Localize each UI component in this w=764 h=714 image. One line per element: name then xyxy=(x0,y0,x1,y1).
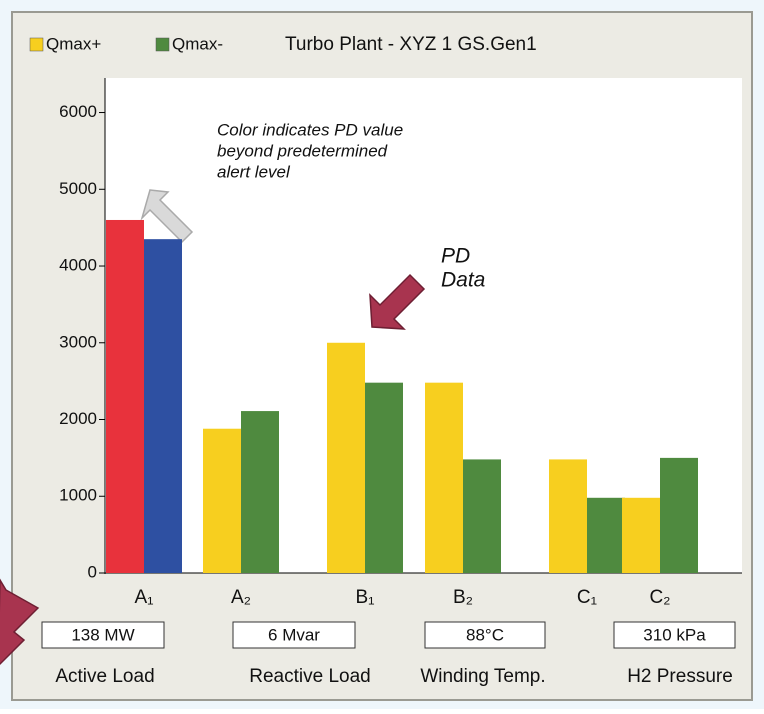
annotation-line: Color indicates PD value xyxy=(217,120,403,139)
legend-label: Qmax+ xyxy=(46,34,101,53)
y-tick-label: 4000 xyxy=(59,256,97,275)
gray-arrow xyxy=(140,189,194,244)
bar xyxy=(327,342,365,573)
y-tick-label: 0 xyxy=(88,562,97,581)
readout-value: 88°C xyxy=(466,625,504,644)
bar xyxy=(425,382,463,573)
readout-box xyxy=(41,621,165,649)
x-tick-label: A₁ xyxy=(134,587,153,608)
legend-swatch xyxy=(29,37,44,52)
readout-box xyxy=(424,621,546,649)
y-tick-label: 3000 xyxy=(59,332,97,351)
readout-box xyxy=(613,621,736,649)
x-tick-label: A₂ xyxy=(231,587,251,608)
readout-label: Winding Temp. xyxy=(420,666,545,687)
x-tick-label: B₁ xyxy=(355,587,374,608)
readout-label: H2 Pressure xyxy=(627,666,733,687)
annotation-line: Data xyxy=(441,269,485,292)
readout-value: 138 MW xyxy=(71,625,134,644)
y-tick-label: 2000 xyxy=(59,409,97,428)
bar xyxy=(106,219,144,573)
readout-label: Active Load xyxy=(55,666,154,687)
x-tick-label: B₂ xyxy=(453,587,473,608)
bar xyxy=(622,497,660,573)
bar xyxy=(365,382,403,573)
bar xyxy=(660,457,698,573)
y-tick-label: 6000 xyxy=(59,102,97,121)
y-tick-label: 1000 xyxy=(59,486,97,505)
annotation-line: beyond predetermined xyxy=(217,141,388,160)
readout-value: 310 kPa xyxy=(643,625,706,644)
bar xyxy=(144,239,182,574)
bar xyxy=(549,459,587,573)
bar xyxy=(463,459,501,573)
readout-box xyxy=(232,621,356,649)
y-tick-label: 5000 xyxy=(59,179,97,198)
legend-label: Qmax- xyxy=(172,34,223,53)
readout-value: 6 Mvar xyxy=(268,625,320,644)
x-tick-label: C₁ xyxy=(577,587,597,608)
x-tick-label: C₂ xyxy=(649,587,670,608)
annotation-line: PD xyxy=(441,245,470,268)
chart-title: Turbo Plant - XYZ 1 GS.Gen1 xyxy=(285,34,537,55)
bar xyxy=(241,411,279,573)
pd-arrow xyxy=(369,273,426,330)
bar xyxy=(587,497,625,573)
readout-label: Reactive Load xyxy=(249,666,370,687)
readout-arrow xyxy=(0,578,40,666)
legend-swatch xyxy=(155,37,170,52)
bar xyxy=(203,428,241,573)
annotation-line: alert level xyxy=(217,162,291,181)
